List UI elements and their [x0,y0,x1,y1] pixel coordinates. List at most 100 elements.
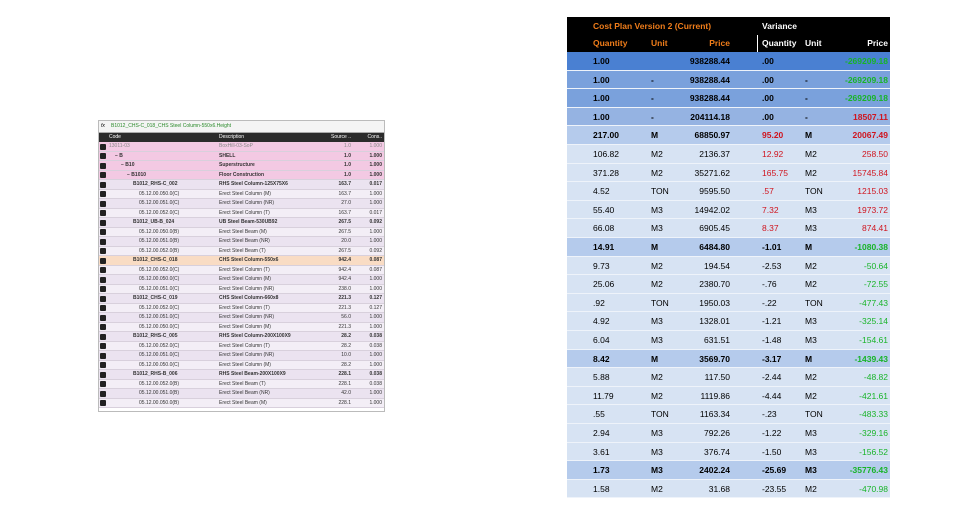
grid-row: 05.12.00.050.0(C) Erect Steel Column (M) 2… [99,360,384,370]
cell: M2 [805,260,817,271]
cell: 4.92 [593,316,610,327]
formula-bar: fx B1012_CHS-C_018_CHS Steel Column-550x… [99,121,384,133]
cell: 31.68 [708,483,730,494]
cell: 1163.34 [699,409,730,420]
cell: -325.14 [859,316,888,327]
cell: -50.64 [863,260,888,271]
cell: 05.12.00.050.0(C) [139,323,180,330]
cell: TON [651,409,669,420]
row-icon [100,371,106,378]
grid-row: 13011-03 BoxHill-03-SoP 1.0 1.000 [99,142,384,152]
cell: 14.91 [593,242,615,252]
cell: 942.4 [338,276,351,282]
cell: 0.038 [369,371,382,377]
cell: 1.000 [369,352,382,358]
cell: .57 [762,186,774,197]
cell: Erect Steel Column (M) [219,190,271,197]
cell: Erect Steel Column (T) [219,209,270,216]
cell: Erect Steel Beam (M) [219,399,267,406]
cell: Erect Steel Column (NR) [219,200,275,206]
grid-row: 05.12.00.051.0(C) Erect Steel Column (NR)… [99,313,384,323]
cell: 2.94 [593,428,610,438]
table-row: 6.04 M3 631.51 -1.48 M3 -154.61 [567,331,890,350]
row-icon [100,181,106,188]
cell: 938288.44 [689,74,730,85]
cell: M3 [805,316,817,327]
cell: 4.52 [593,186,610,197]
cell: M3 [805,223,817,234]
column-header: Unit [805,38,822,48]
cell: M2 [805,149,817,159]
cell: - [651,93,654,104]
row-icon [100,286,106,292]
cell: 221.3 [338,323,351,330]
cell: M3 [651,223,663,234]
cell: M2 [651,372,663,383]
grid-row: B1012_CHS-C_018 CHS Steel Column-550x6 942… [99,256,384,266]
cell: 20.0 [341,238,351,244]
cell: -154.61 [859,335,888,345]
cell: M3 [651,335,663,345]
cell: -1.48 [762,335,782,345]
table-row: 9.73 M2 194.54 -2.53 M2 -50.64 [567,256,890,276]
cell: -1080.38 [854,242,888,252]
row-icon [100,333,106,340]
table-row: 14.91 M 6484.80 -1.01 M -1080.38 [567,238,890,257]
cell: M [805,353,813,364]
cell: M [805,130,813,141]
cell: Erect Steel Beam (NR) [219,390,270,396]
grid-row: B1012_RHS-C_005 RHS Steel Column-200X100X… [99,332,384,342]
cell: Floor Construction [219,171,264,178]
cell: .55 [593,409,605,420]
cell: 7.32 [762,204,779,215]
cell: 1.000 [369,228,382,235]
cell: M2 [651,279,663,290]
cell: 05.12.00.052.0(C) [139,209,180,216]
column-header: Cons.. [367,134,382,140]
cell: 0.017 [369,209,382,216]
row-icon [100,276,106,283]
cell: UB Steel Beam-530UB92 [219,219,278,225]
table-row: 1.00 - 204114.18 .00 - 18507.11 [567,107,890,127]
cell: - [805,74,808,85]
row-icon [100,153,106,159]
cell: - [805,111,808,122]
grid-row: 05.12.00.051.0(B) Erect Steel Beam (NR) 42… [99,389,384,399]
cell: 0.038 [369,380,382,387]
cell: M2 [651,483,663,494]
grid-row: 05.12.00.052.0(C) Erect Steel Column (T) 2… [99,303,384,313]
grid-row: 05.12.00.052.0(C) Erect Steel Column (T) 1… [99,208,384,218]
cell: Erect Steel Column (T) [219,266,270,273]
row-icon [100,229,106,235]
cell: M3 [805,446,817,457]
cell: 221.3 [338,295,351,301]
cell: -269209.18 [844,74,888,85]
column-header: Description [219,134,245,140]
cell: B1012_RHS-C_005 [133,333,178,339]
table-row: 1.73 M3 2402.24 -25.69 M3 -35776.43 [567,461,890,480]
table-row: 4.92 M3 1328.01 -1.21 M3 -325.14 [567,312,890,331]
cell: RHS Steel Column-125X75X6 [219,181,288,187]
grid-row: 05.12.00.050.0(B) Erect Steel Beam (M) 228… [99,398,384,408]
cell: 117.50 [704,372,730,383]
cell: 27.0 [341,200,351,206]
cell: 1.00 [593,93,610,104]
cell: 267.5 [338,228,351,235]
cell: 0.087 [369,266,382,273]
cell: 1.000 [369,276,382,282]
cell: M3 [651,316,663,327]
cell: B1012_CHS-C_018 [133,257,178,263]
cell: 228.1 [338,399,351,406]
cell: -2.44 [762,372,782,383]
cell: 938288.44 [689,56,730,66]
row-icon [100,238,106,245]
cell: -3.17 [762,353,782,364]
cell: 8.37 [762,223,779,234]
cell: - [651,74,654,85]
cell: -.23 [762,409,777,420]
cell: Erect Steel Column (NR) [219,314,275,320]
cell: 28.2 [341,333,351,339]
cell: 1.000 [369,162,382,168]
cell: 1.000 [369,171,382,178]
cell: 1.000 [369,399,382,406]
